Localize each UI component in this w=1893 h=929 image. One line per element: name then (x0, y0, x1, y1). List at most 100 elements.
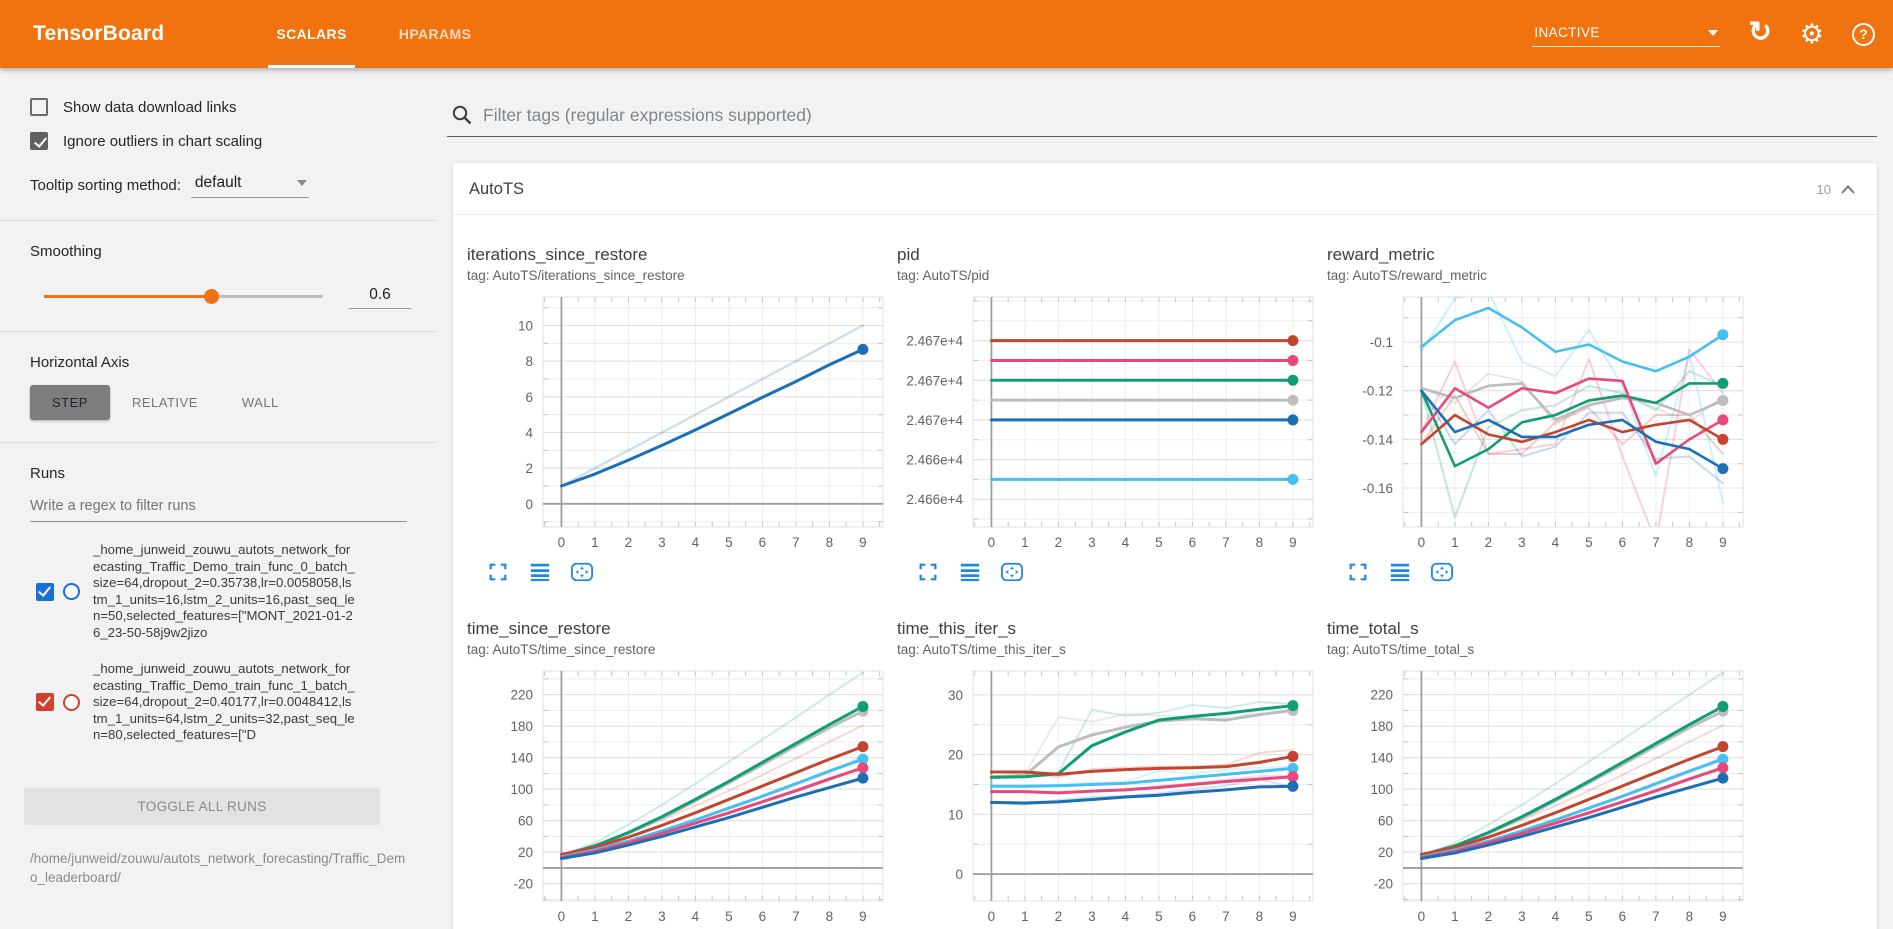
charts-grid: iterations_since_restore tag: AutoTS/ite… (453, 215, 1877, 929)
run-row[interactable]: _home_junweid_zouwu_autots_network_forec… (36, 661, 407, 744)
svg-text:100: 100 (510, 782, 533, 797)
show-download-links-label: Show data download links (63, 98, 237, 116)
svg-text:4: 4 (1122, 535, 1130, 550)
run-label: _home_junweid_zouwu_autots_network_forec… (93, 661, 355, 742)
help-icon[interactable]: ? (1852, 22, 1875, 46)
scalar-line-chart[interactable]: 30 20 10 0 0 1 2 3 4 5 6 7 8 9 (897, 663, 1325, 929)
chart-title: time_since_restore (467, 619, 611, 638)
svg-text:9: 9 (1289, 909, 1297, 924)
tag-group-collapse[interactable]: 10 (1817, 182, 1855, 197)
axis-wall-button[interactable]: WALL (241, 395, 279, 410)
chart-title: pid (897, 245, 920, 264)
svg-text:2: 2 (1485, 535, 1493, 550)
svg-text:2.467e+4: 2.467e+4 (906, 334, 963, 349)
run-solo-radio[interactable] (63, 583, 80, 600)
app-header: TensorBoard SCALARS HPARAMS INACTIVE ↻ ⚙… (0, 0, 1893, 68)
tab-scalars[interactable]: SCALARS (250, 0, 372, 68)
chevron-up-icon (1841, 185, 1855, 194)
chart-title: reward_metric (1327, 245, 1435, 264)
show-download-links-checkbox[interactable] (30, 98, 48, 116)
ignore-outliers-checkbox[interactable] (30, 132, 48, 150)
scalar-line-chart[interactable]: 2.467e+4 2.467e+4 2.467e+4 2.466e+4 2.466e+4… (897, 289, 1325, 555)
log-scale-icon[interactable] (1387, 559, 1413, 585)
svg-text:1: 1 (591, 909, 599, 924)
svg-text:0: 0 (1418, 535, 1426, 550)
svg-text:4: 4 (1552, 535, 1560, 550)
svg-text:0: 0 (525, 497, 533, 512)
smoothing-value-field[interactable]: 0.6 (349, 284, 411, 309)
svg-text:6: 6 (1189, 909, 1197, 924)
header-actions: INACTIVE ↻ ⚙ ? (1532, 16, 1875, 49)
main-tabs: SCALARS HPARAMS (250, 0, 497, 68)
svg-text:180: 180 (510, 719, 533, 734)
svg-text:2: 2 (625, 909, 633, 924)
fit-domain-icon[interactable] (1429, 559, 1455, 585)
reload-status-dropdown[interactable]: INACTIVE (1532, 21, 1721, 47)
svg-text:-0.16: -0.16 (1362, 481, 1393, 496)
svg-text:8: 8 (1256, 909, 1264, 924)
runs-filter-input[interactable] (30, 492, 407, 522)
expand-chart-icon[interactable] (1345, 559, 1371, 585)
tag-filter-input[interactable] (483, 104, 1873, 126)
fit-domain-icon[interactable] (569, 559, 595, 585)
ignore-outliers-row[interactable]: Ignore outliers in chart scaling (30, 132, 411, 150)
show-download-links-row[interactable]: Show data download links (30, 98, 411, 116)
gear-icon[interactable]: ⚙ (1799, 18, 1824, 49)
refresh-icon[interactable]: ↻ (1748, 16, 1772, 47)
log-scale-icon[interactable] (957, 559, 983, 585)
scalar-line-chart[interactable]: -0.1 -0.12 -0.14 -0.16 0 1 2 3 4 5 6 7 8 9 (1327, 289, 1755, 555)
tag-group-header[interactable]: AutoTS 10 (453, 163, 1877, 215)
run-solo-radio[interactable] (63, 693, 80, 711)
chart-tag: tag: AutoTS/time_this_iter_s (897, 642, 1066, 657)
expand-chart-icon[interactable] (915, 559, 941, 585)
scalar-line-chart[interactable]: 10 8 6 4 2 0 0 1 2 3 4 5 6 7 8 9 (467, 289, 895, 555)
svg-text:6: 6 (1619, 535, 1627, 550)
chart-toolbar (467, 559, 895, 585)
smoothing-slider[interactable] (44, 289, 323, 304)
svg-text:3: 3 (658, 535, 666, 550)
svg-text:2: 2 (1485, 909, 1493, 924)
svg-text:0: 0 (988, 909, 996, 924)
svg-text:0: 0 (1418, 909, 1426, 924)
tab-hparams[interactable]: HPARAMS (398, 26, 472, 42)
svg-text:8: 8 (1256, 535, 1264, 550)
svg-text:1: 1 (1021, 909, 1029, 924)
run-row[interactable]: _home_junweid_zouwu_autots_network_forec… (36, 542, 407, 641)
chart-toolbar (1327, 559, 1755, 585)
svg-text:9: 9 (859, 909, 867, 924)
svg-text:4: 4 (692, 535, 700, 550)
svg-text:0: 0 (955, 867, 963, 882)
smoothing-section: Smoothing 0.6 (0, 220, 437, 331)
svg-text:2.466e+4: 2.466e+4 (906, 453, 963, 468)
dashboard-main: AutoTS 10 iterations_since_restore tag: … (437, 68, 1893, 929)
scalar-line-chart[interactable]: 220 180 140 100 60 20 -20 0 1 2 3 4 5 6 7 8 9 (1327, 663, 1755, 929)
axis-relative-button[interactable]: RELATIVE (131, 395, 198, 410)
svg-text:3: 3 (1518, 535, 1526, 550)
toggle-all-runs-button[interactable]: TOGGLE ALL RUNS (24, 787, 380, 825)
scalar-line-chart[interactable]: 220 180 140 100 60 20 -20 0 1 2 3 4 5 6 7 8 9 (467, 663, 895, 929)
general-settings-section: Show data download links Ignore outliers… (0, 92, 437, 220)
svg-text:220: 220 (1370, 688, 1393, 703)
chart-title: time_this_iter_s (897, 619, 1017, 638)
svg-text:1: 1 (1451, 535, 1459, 550)
svg-text:180: 180 (1370, 719, 1393, 734)
smoothing-slider-thumb[interactable] (204, 289, 220, 304)
chart-time-total: time_total_s tag: AutoTS/time_total_s 22… (1327, 619, 1755, 929)
chart-title: iterations_since_restore (467, 245, 648, 264)
chart-pid: pid tag: AutoTS/pid 2.467e+4 2.467e+4 2.46… (897, 245, 1325, 585)
tooltip-sorting-select[interactable]: default (190, 172, 309, 198)
run-checkbox[interactable] (36, 582, 54, 601)
expand-chart-icon[interactable] (485, 559, 511, 585)
svg-text:6: 6 (1619, 909, 1627, 924)
svg-text:-0.14: -0.14 (1362, 432, 1393, 447)
svg-text:4: 4 (525, 426, 533, 441)
axis-step-button[interactable]: STEP (30, 385, 110, 420)
search-icon (452, 105, 472, 125)
run-checkbox[interactable] (36, 693, 54, 712)
chart-toolbar (897, 559, 1325, 585)
fit-domain-icon[interactable] (999, 559, 1025, 585)
log-scale-icon[interactable] (527, 559, 553, 585)
chart-reward-metric: reward_metric tag: AutoTS/reward_metric … (1327, 245, 1755, 585)
svg-text:4: 4 (692, 909, 700, 924)
svg-text:8: 8 (1686, 535, 1694, 550)
